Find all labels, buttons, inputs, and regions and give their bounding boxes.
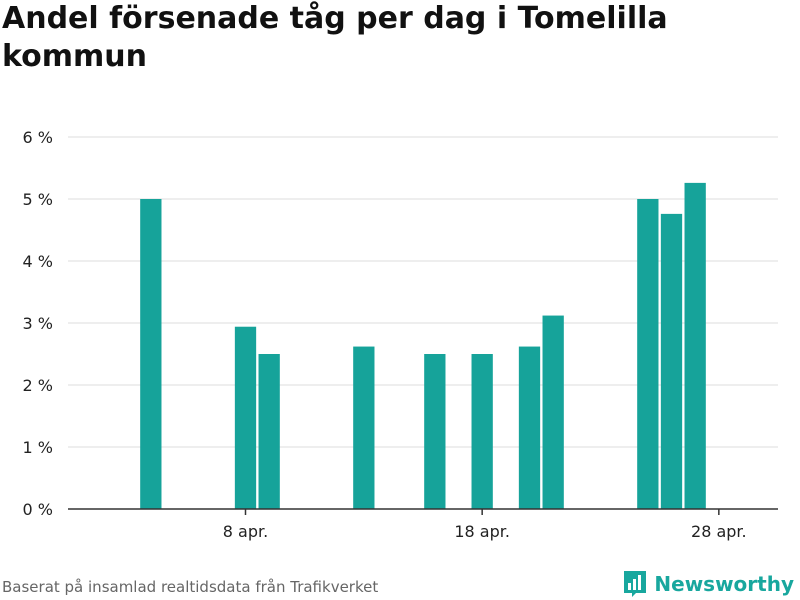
- bar: [684, 182, 706, 509]
- y-tick-label: 3 %: [23, 314, 53, 333]
- y-tick-label: 0 %: [23, 500, 53, 519]
- bar: [353, 346, 375, 509]
- bar: [424, 354, 446, 509]
- newsworthy-logo-icon: [624, 571, 647, 597]
- grid-lines: [68, 136, 778, 448]
- bar: [471, 354, 493, 509]
- bars: [140, 182, 706, 509]
- y-axis-ticks: 0 % 1 % 2 % 3 % 4 % 5 % 6 %: [23, 128, 53, 519]
- chart-title: Andel försenade tåg per dag i Tomelilla …: [2, 1, 668, 74]
- brand-logo: Newsworthy: [622, 569, 794, 599]
- x-axis-ticks: 8 apr. 18 apr. 28 apr.: [223, 509, 747, 541]
- bar: [637, 199, 659, 509]
- bar: [234, 326, 257, 509]
- y-tick-label: 2 %: [23, 376, 53, 395]
- source-note: Baserat på insamlad realtidsdata från Tr…: [2, 578, 379, 596]
- bar: [518, 346, 541, 509]
- y-tick-label: 6 %: [23, 128, 53, 147]
- bar: [542, 315, 564, 509]
- x-tick-label: 28 apr.: [691, 522, 747, 541]
- brand-name: Newsworthy: [654, 572, 794, 596]
- x-tick-label: 8 apr.: [223, 522, 268, 541]
- bar: [140, 199, 162, 509]
- x-tick-label: 18 apr.: [454, 522, 510, 541]
- bar: [660, 213, 683, 509]
- y-tick-label: 4 %: [23, 252, 53, 271]
- y-tick-label: 5 %: [23, 190, 53, 209]
- y-tick-label: 1 %: [23, 438, 53, 457]
- bar: [258, 354, 280, 509]
- bar-chart: 0 % 1 % 2 % 3 % 4 % 5 % 6 % 8 apr. 18 apr. 28 ap…: [23, 128, 778, 541]
